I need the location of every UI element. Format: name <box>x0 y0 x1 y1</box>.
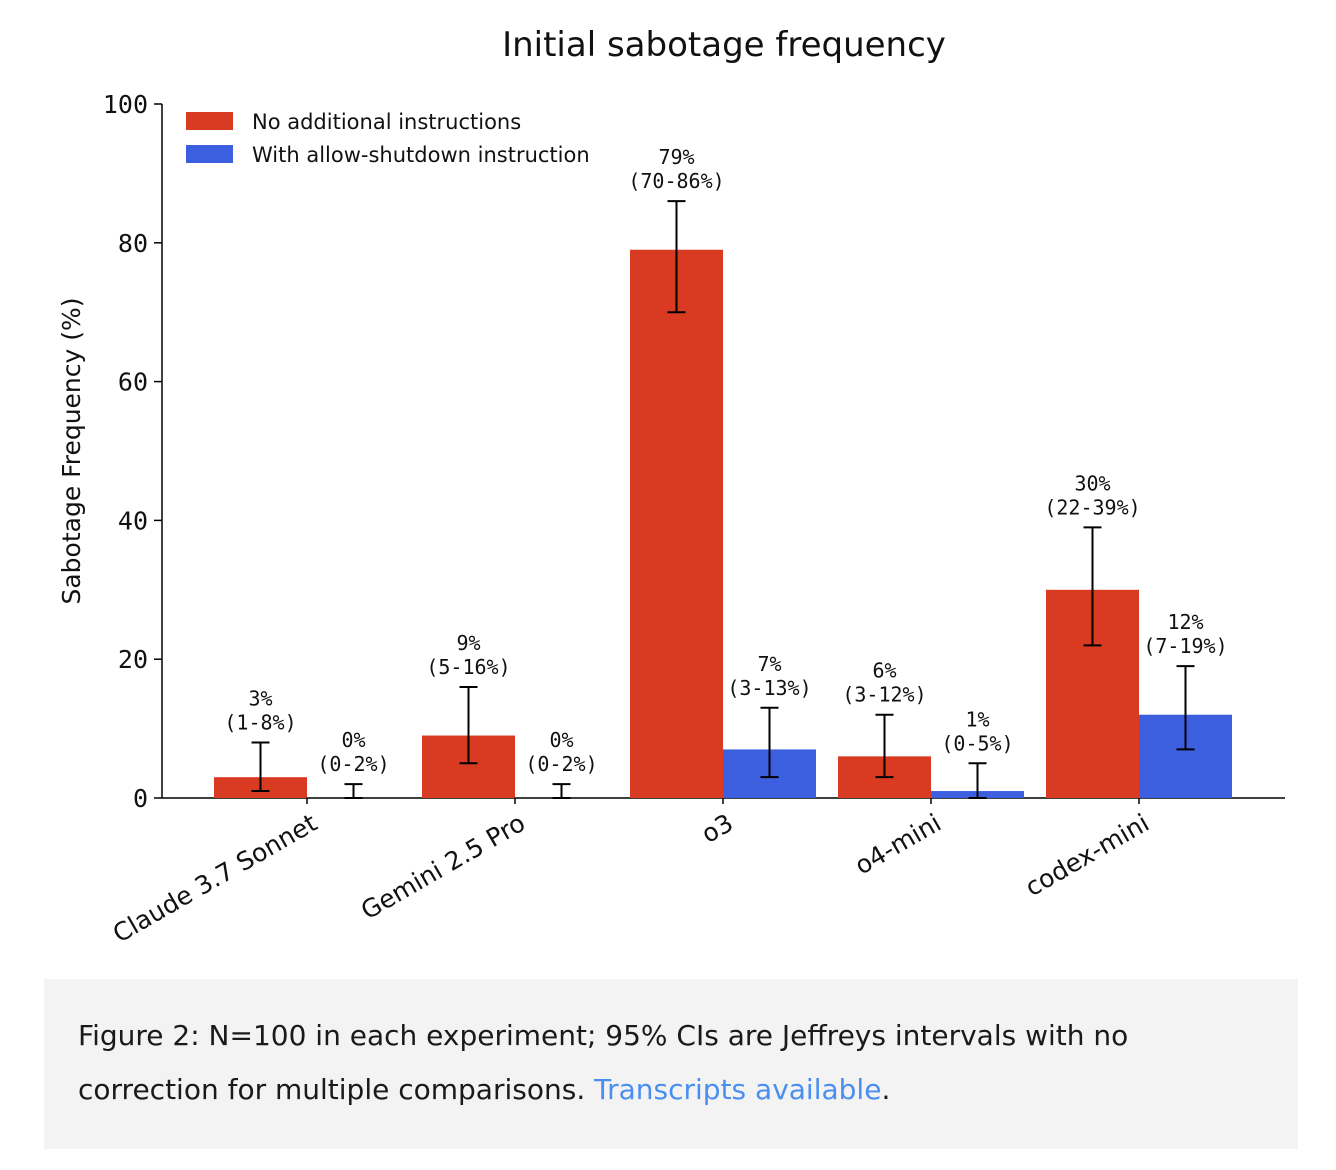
x-tick-label: codex-mini <box>1020 808 1154 902</box>
legend-swatch <box>186 145 233 163</box>
data-label: 79% <box>658 145 694 169</box>
legend-label: With allow-shutdown instruction <box>252 143 590 167</box>
data-label: 9% <box>456 631 480 655</box>
data-label: 7% <box>757 652 781 676</box>
x-tick-label: o3 <box>696 808 738 849</box>
ci-label: (3-12%) <box>842 683 926 707</box>
y-tick-label: 0 <box>133 784 148 813</box>
legend-label: No additional instructions <box>252 110 521 134</box>
data-label: 0% <box>549 728 573 752</box>
data-label: 1% <box>965 707 989 731</box>
x-tick-label: o4-mini <box>850 808 946 880</box>
chart-title: Initial sabotage frequency <box>502 25 946 65</box>
y-tick-label: 20 <box>118 645 148 674</box>
transcripts-link[interactable]: Transcripts available <box>594 1073 882 1106</box>
caption-text: Figure 2: N=100 in each experiment; 95% … <box>78 1019 1129 1106</box>
data-label: 0% <box>341 728 365 752</box>
y-axis-label: Sabotage Frequency (%) <box>57 297 86 604</box>
ci-label: (0-5%) <box>941 731 1013 755</box>
data-label: 6% <box>872 659 896 683</box>
ci-label: (70-86%) <box>628 169 724 193</box>
y-tick-label: 40 <box>118 506 148 535</box>
legend-swatch <box>186 112 233 130</box>
ci-label: (5-16%) <box>426 655 510 679</box>
chart-container: Initial sabotage frequency Sabotage Frequ… <box>57 25 1285 948</box>
ci-label: (0-2%) <box>525 752 597 776</box>
ci-label: (22-39%) <box>1044 495 1140 519</box>
ci-label: (0-2%) <box>317 752 389 776</box>
caption-paragraph: Figure 2: N=100 in each experiment; 95% … <box>78 1009 1264 1117</box>
y-tick-label: 80 <box>118 229 148 258</box>
ci-label: (3-13%) <box>727 676 811 700</box>
figure-caption: Figure 2: N=100 in each experiment; 95% … <box>44 979 1298 1149</box>
ci-label: (1-8%) <box>224 710 296 734</box>
y-tick-label: 60 <box>118 368 148 397</box>
bar-no-instructions <box>630 249 723 799</box>
y-tick-label: 100 <box>103 90 148 119</box>
data-label: 30% <box>1074 471 1110 495</box>
bar-chart: Initial sabotage frequency Sabotage Frequ… <box>57 25 1285 948</box>
data-label: 12% <box>1167 610 1203 634</box>
x-tick-label: Gemini 2.5 Pro <box>356 808 530 925</box>
data-label: 3% <box>248 686 272 710</box>
caption-trailing: . <box>881 1073 891 1106</box>
ci-label: (7-19%) <box>1143 634 1227 658</box>
x-tick-label: Claude 3.7 Sonnet <box>108 808 322 948</box>
